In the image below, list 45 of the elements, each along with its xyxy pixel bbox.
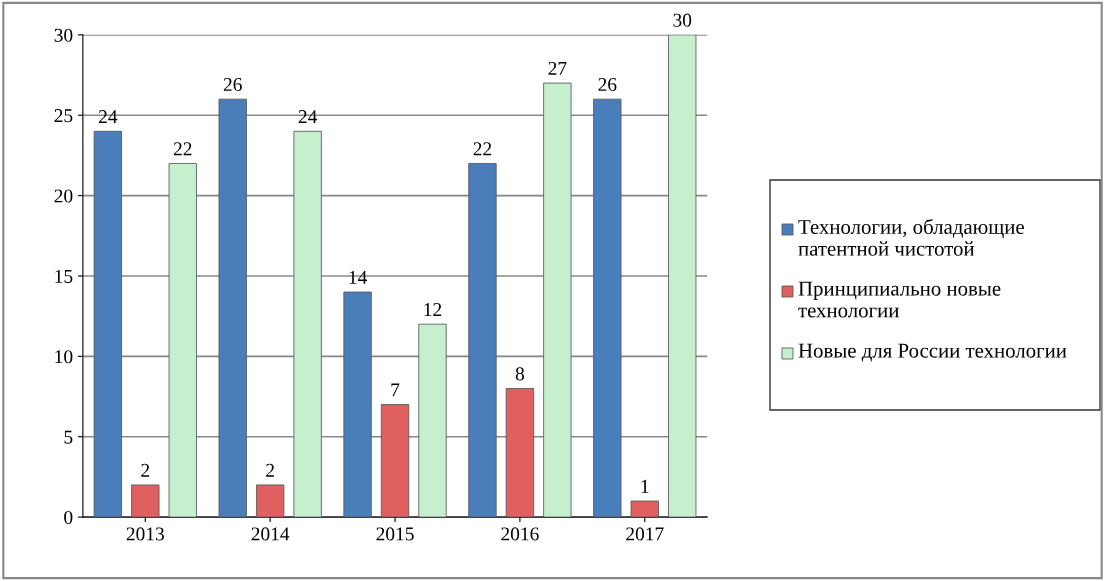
data-label: 1 — [641, 479, 649, 493]
bar — [630, 500, 659, 518]
data-label: 24 — [298, 110, 318, 123]
bar — [468, 163, 497, 518]
x-tick-label: 2015 — [376, 527, 414, 541]
bar — [505, 388, 535, 518]
y-tick-label: 15 — [55, 269, 73, 283]
bar — [256, 484, 285, 518]
data-label: 22 — [473, 142, 492, 156]
y-tick-label: 20 — [54, 189, 73, 203]
data-label: 22 — [173, 142, 192, 156]
y-tick-label: 10 — [55, 350, 73, 364]
data-label: 24 — [98, 110, 118, 123]
data-label: 14 — [349, 270, 367, 284]
legend-label: Новые для России технологии — [798, 343, 1067, 362]
bar — [93, 130, 122, 518]
bar — [218, 98, 247, 518]
data-label: 12 — [424, 303, 442, 316]
bar — [418, 323, 447, 518]
bar — [593, 98, 622, 518]
data-label: 7 — [391, 383, 400, 397]
y-tick-label: 25 — [54, 109, 73, 123]
bar — [131, 484, 160, 518]
data-label: 26 — [598, 77, 617, 92]
bar — [293, 130, 322, 518]
y-tick-label: 30 — [54, 28, 73, 42]
bar — [380, 404, 410, 518]
data-label: 30 — [673, 13, 692, 27]
data-label: 8 — [515, 367, 525, 381]
bar — [668, 34, 697, 518]
legend-label: Технологии, обладающие патентной чистотой — [798, 218, 1024, 256]
y-tick-label: 5 — [64, 430, 73, 444]
x-tick-label: 2016 — [501, 527, 539, 541]
data-label: 2 — [141, 463, 150, 477]
legend-label: Принципиально новые технологии — [798, 281, 1001, 318]
bar — [168, 163, 197, 518]
x-tick-label: 2017 — [626, 527, 664, 541]
x-tick-label: 2013 — [126, 527, 164, 541]
bar — [343, 291, 372, 518]
bar — [543, 82, 572, 518]
data-label: 2 — [266, 463, 274, 477]
x-tick-label: 2014 — [251, 527, 290, 541]
y-tick-label: 0 — [64, 510, 73, 525]
data-label: 27 — [548, 61, 567, 75]
data-label: 26 — [223, 77, 242, 92]
